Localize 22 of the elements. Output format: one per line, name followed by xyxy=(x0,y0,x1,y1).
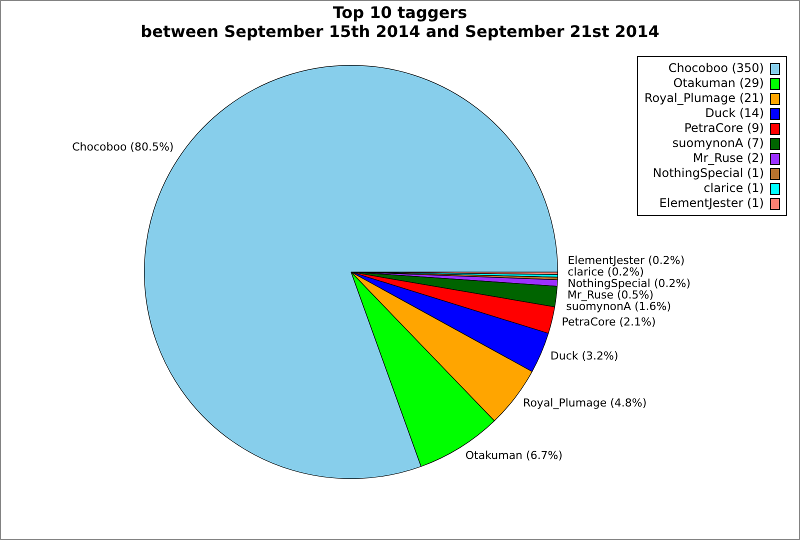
data-label: Duck (3.2%) xyxy=(550,350,618,363)
data-label: Royal_Plumage (4.8%) xyxy=(523,396,647,410)
data-label: ElementJester (0.2%) xyxy=(568,254,685,268)
chart-title: Top 10 taggers xyxy=(332,3,468,22)
data-label: PetraCore (2.1%) xyxy=(562,315,656,328)
legend-label: PetraCore (9) xyxy=(684,121,764,136)
legend-label: Royal_Plumage (21) xyxy=(644,91,764,106)
data-label: Otakuman (6.7%) xyxy=(465,448,563,462)
chart-subtitle: between September 15th 2014 and September 21st 2014 xyxy=(140,22,660,41)
legend-label: clarice (1) xyxy=(704,181,764,196)
legend-label: Otakuman (29) xyxy=(673,76,764,91)
legend-label: Chocoboo (350) xyxy=(668,61,764,76)
legend-label: Duck (14) xyxy=(705,106,764,121)
legend-label: suomynonA (7) xyxy=(672,136,764,151)
legend-label: Mr_Ruse (2) xyxy=(692,151,764,166)
data-label: Mr_Ruse (0.5%) xyxy=(567,288,654,302)
data-label: clarice (0.2%) xyxy=(568,266,644,279)
legend-label: NothingSpecial (1) xyxy=(652,166,764,181)
data-label: NothingSpecial (0.2%) xyxy=(568,277,691,290)
legend-label: ElementJester (1) xyxy=(659,196,764,211)
data-label: suomynonA (1.6%) xyxy=(566,300,672,314)
data-label: Chocoboo (80.5%) xyxy=(72,140,174,154)
